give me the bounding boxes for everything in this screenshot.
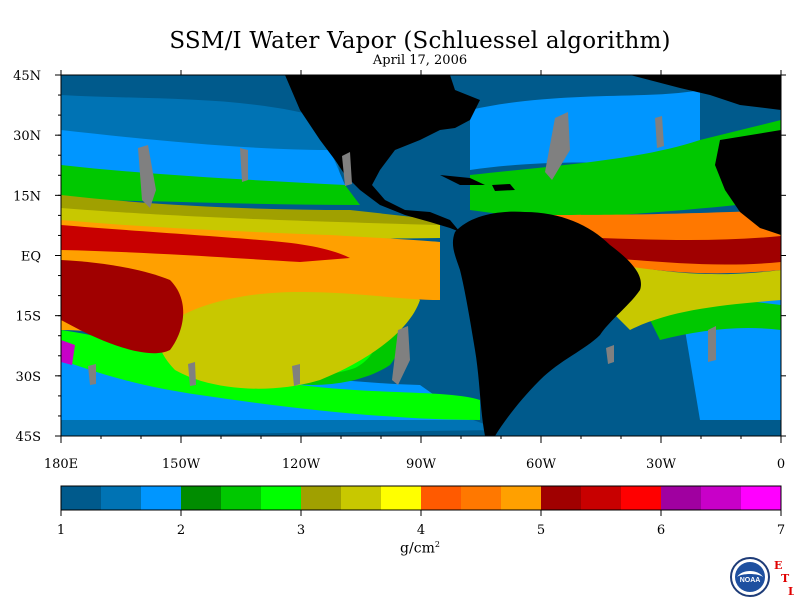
lon-tick-label: 120W xyxy=(282,457,321,472)
colorbar-swatch xyxy=(341,486,382,510)
colorbar-tick-label: 5 xyxy=(537,523,545,538)
colorbar-swatch xyxy=(181,486,222,510)
land-north-america xyxy=(285,75,480,232)
missing-swath xyxy=(188,362,196,386)
land-south-america xyxy=(452,211,641,436)
missing-swath xyxy=(545,112,570,180)
vapor-band-lightblue-atlantic xyxy=(470,90,700,170)
colorbar-swatch xyxy=(301,486,342,510)
logo-letter-t: T xyxy=(781,572,790,585)
vapor-band-yellow-satl xyxy=(600,260,781,330)
vapor-band-red-atlantic xyxy=(600,236,781,265)
colorbar-tick-label: 7 xyxy=(777,523,785,538)
land-greenland-canada xyxy=(630,75,781,110)
missing-swath xyxy=(655,116,664,148)
lon-tick-label: 30W xyxy=(646,457,677,472)
lon-tick-label: 90W xyxy=(406,457,437,472)
map-date: April 17, 2006 xyxy=(372,53,468,68)
missing-swath xyxy=(292,364,300,386)
noaa-bird-icon xyxy=(737,571,763,577)
lon-tick-label: 150W xyxy=(162,457,201,472)
lon-tick-label: 60W xyxy=(526,457,557,472)
vapor-band-green-north xyxy=(61,165,360,205)
lon-tick-label: 0 xyxy=(777,457,785,472)
vapor-band-red-itcz xyxy=(61,225,350,262)
lat-tick-label: 15N xyxy=(13,189,41,204)
map-title: SSM/I Water Vapor (Schluessel algorithm) xyxy=(169,28,671,54)
colorbar-swatch xyxy=(621,486,662,510)
land-cuba xyxy=(440,175,485,185)
colorbar-tick-label: 4 xyxy=(417,523,425,538)
logo-letter-l: L xyxy=(788,585,794,598)
noaa-seal xyxy=(735,562,765,592)
lat-tick-label: 15S xyxy=(16,310,41,325)
vapor-band-lightblue-north xyxy=(61,130,345,185)
missing-swath xyxy=(708,326,716,362)
missing-swath xyxy=(138,145,156,208)
colorbar-swatch xyxy=(741,486,782,510)
land-africa xyxy=(715,130,781,235)
colorbar-tick-label: 6 xyxy=(657,523,665,538)
colorbar-swatch xyxy=(421,486,462,510)
lat-tick-label: 45N xyxy=(13,69,41,84)
lat-tick-label: EQ xyxy=(21,250,41,265)
lat-tick-label: 30N xyxy=(13,129,41,144)
colorbar-swatch xyxy=(141,486,182,510)
colorbar-swatch xyxy=(661,486,702,510)
missing-swath xyxy=(88,364,96,385)
land-hispaniola xyxy=(492,184,515,191)
colorbar-swatch xyxy=(701,486,742,510)
colorbar-swatch xyxy=(381,486,422,510)
units-exponent: 2 xyxy=(434,540,440,549)
lat-tick-label: 45S xyxy=(16,430,41,445)
noaa-wordmark: NOAA xyxy=(740,577,761,584)
missing-swath xyxy=(342,152,352,186)
missing-swath xyxy=(392,326,410,385)
colorbar-swatch xyxy=(541,486,582,510)
noaa-logo: NOAA E T L xyxy=(730,557,794,598)
vapor-band-green-south xyxy=(61,330,480,420)
colorbar-swatch xyxy=(501,486,542,510)
colorbar-tick-label: 3 xyxy=(297,523,305,538)
lon-tick-label: 180E xyxy=(44,457,78,472)
colorbar-swatch xyxy=(101,486,142,510)
colorbar-swatch xyxy=(61,486,102,510)
colorbar-swatch xyxy=(461,486,502,510)
logo-letter-e: E xyxy=(774,559,782,572)
units-label: g/cm2 xyxy=(380,540,460,557)
lat-tick-label: 30S xyxy=(16,370,41,385)
vapor-band-magenta-south xyxy=(61,340,75,365)
colorbar-swatch xyxy=(581,486,622,510)
missing-swath xyxy=(606,345,614,364)
map-area xyxy=(61,75,781,436)
colorbar-tick-label: 2 xyxy=(177,523,185,538)
units-text: g/cm xyxy=(400,540,435,557)
colorbar-tick-label: 1 xyxy=(57,523,65,538)
colorbar-swatch xyxy=(261,486,302,510)
vapor-band-darkred-spcz xyxy=(61,260,184,354)
vapor-band-green-atlantic xyxy=(470,120,781,220)
missing-swath xyxy=(240,148,248,182)
colorbar-swatch xyxy=(221,486,262,510)
colorbar: 1 2 3 4 5 6 7 xyxy=(57,485,785,538)
